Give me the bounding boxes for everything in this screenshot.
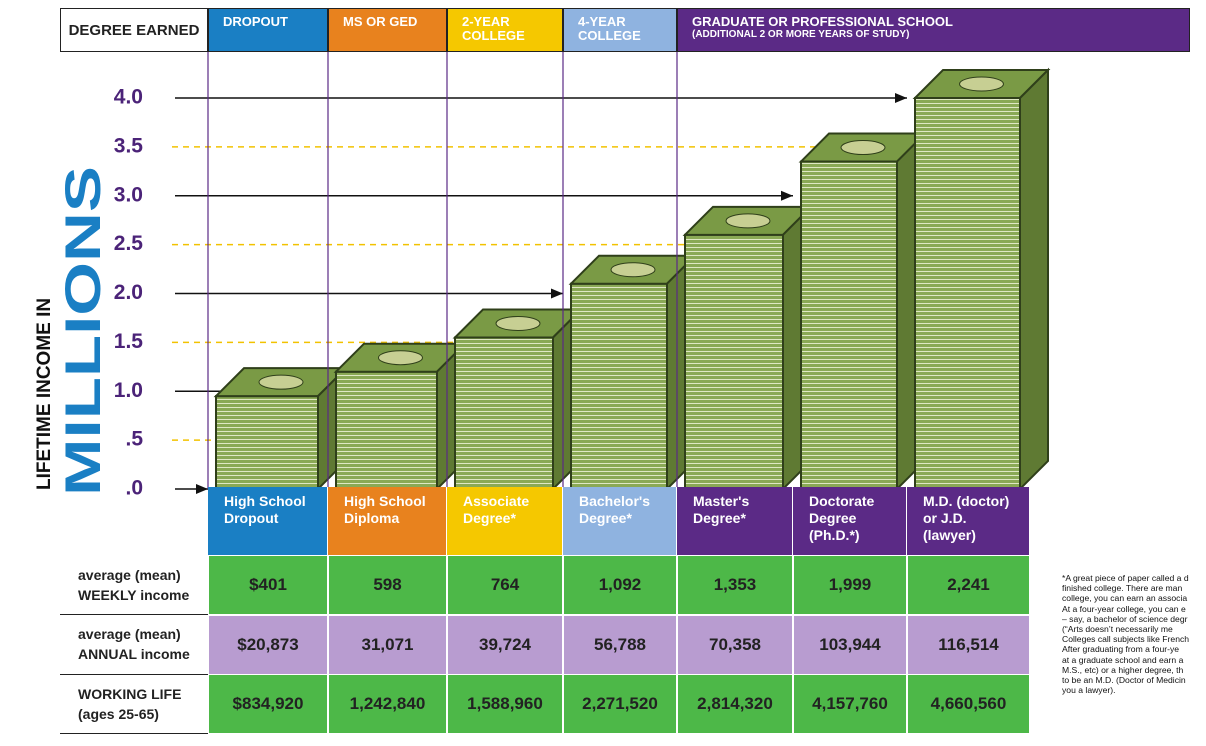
category-label: Associate Degree* bbox=[447, 487, 563, 555]
table-cell: 2,271,520 bbox=[563, 674, 677, 734]
money-stack bbox=[336, 372, 437, 489]
header-text: 4-YEAR COLLEGE bbox=[578, 15, 662, 43]
footnote-line: At a four-year college, you can e bbox=[1062, 604, 1206, 614]
table-cell: $834,920 bbox=[208, 674, 328, 734]
money-stack bbox=[455, 337, 553, 489]
table-cell: 39,724 bbox=[447, 615, 563, 675]
y-axis-title: LIFETIME INCOME IN bbox=[34, 298, 55, 490]
bill-emblem bbox=[379, 351, 423, 365]
money-stack bbox=[685, 235, 783, 489]
table-cell: 1,242,840 bbox=[328, 674, 447, 734]
category-label: Bachelor's Degree* bbox=[563, 487, 677, 555]
table-cell: 103,944 bbox=[793, 615, 907, 675]
category-label: M.D. (doctor) or J.D. (lawyer) bbox=[907, 487, 1030, 555]
footnote-line: at a graduate school and earn a bbox=[1062, 655, 1206, 665]
table-cell: $401 bbox=[208, 555, 328, 615]
y-tick-label: .5 bbox=[125, 428, 143, 451]
table-cell: 2,814,320 bbox=[677, 674, 793, 734]
footnote-line: college, you can earn an associa bbox=[1062, 593, 1206, 603]
table-cell: 598 bbox=[328, 555, 447, 615]
header-cell: GRADUATE OR PROFESSIONAL SCHOOL(ADDITION… bbox=[677, 8, 1190, 52]
header-label: DEGREE EARNED bbox=[60, 8, 208, 52]
row-label: average (mean) ANNUAL income bbox=[60, 615, 208, 675]
arrow-head bbox=[781, 191, 793, 201]
header-cell: MS OR GED bbox=[328, 8, 447, 52]
footnote-line: *A great piece of paper called a d bbox=[1062, 573, 1206, 583]
table-cell: 1,999 bbox=[793, 555, 907, 615]
bill-emblem bbox=[611, 263, 655, 277]
footnote-line: finished college. There are man bbox=[1062, 583, 1206, 593]
footnote-line: – say, a bachelor of science degr bbox=[1062, 614, 1206, 624]
category-label: Doctorate Degree (Ph.D.*) bbox=[793, 487, 907, 555]
arrow-head bbox=[895, 93, 907, 103]
footnote-line: Colleges call subjects like French bbox=[1062, 634, 1206, 644]
bill-emblem bbox=[496, 316, 540, 330]
money-stack bbox=[571, 284, 667, 489]
table-cell: 4,660,560 bbox=[907, 674, 1030, 734]
header-text: GRADUATE OR PROFESSIONAL SCHOOL bbox=[692, 15, 1175, 29]
bill-emblem bbox=[726, 214, 770, 228]
money-stack bbox=[801, 162, 897, 489]
row-label: WORKING LIFE (ages 25-65) bbox=[60, 674, 208, 734]
header-cell: DROPOUT bbox=[208, 8, 328, 52]
infographic: .0 .5 1.0 1.5 2.0 2.5 3.0 3.5 4.0 LIFETIME INCOME… bbox=[0, 0, 1206, 746]
header-cell: 4-YEAR COLLEGE bbox=[563, 8, 677, 52]
footnote-line: (“Arts doesn’t necessarily me bbox=[1062, 624, 1206, 634]
y-tick-label: 3.5 bbox=[114, 134, 144, 157]
table-cell: 1,588,960 bbox=[447, 674, 563, 734]
table-cell: 116,514 bbox=[907, 615, 1030, 675]
table-cell: $20,873 bbox=[208, 615, 328, 675]
y-axis-title-big: MILLIONS bbox=[55, 166, 111, 496]
bill-emblem bbox=[841, 141, 885, 155]
table-cell: 1,092 bbox=[563, 555, 677, 615]
y-tick-label: 1.0 bbox=[114, 379, 143, 402]
table-cell: 4,157,760 bbox=[793, 674, 907, 734]
y-tick-label: 2.5 bbox=[114, 232, 144, 255]
footnote-line: you a lawyer). bbox=[1062, 685, 1206, 695]
arrow-head bbox=[196, 484, 208, 494]
footnote-line: to be an M.D. (Doctor of Medicin bbox=[1062, 675, 1206, 685]
row-label: average (mean) WEEKLY income bbox=[60, 555, 208, 615]
table-cell: 31,071 bbox=[328, 615, 447, 675]
table-cell: 1,353 bbox=[677, 555, 793, 615]
y-tick-label: 1.5 bbox=[114, 330, 144, 353]
arrow-head bbox=[551, 289, 563, 299]
header-text: DROPOUT bbox=[223, 15, 313, 29]
table-cell: 764 bbox=[447, 555, 563, 615]
table-cell: 56,788 bbox=[563, 615, 677, 675]
table-cell: 70,358 bbox=[677, 615, 793, 675]
footnote-line: After graduating from a four-ye bbox=[1062, 644, 1206, 654]
money-stack bbox=[915, 98, 1020, 489]
table-cell: 2,241 bbox=[907, 555, 1030, 615]
money-stack bbox=[216, 396, 318, 489]
category-label: Master's Degree* bbox=[677, 487, 793, 555]
bill-emblem bbox=[960, 77, 1004, 91]
y-tick-label: 4.0 bbox=[114, 86, 143, 109]
category-label: High School Diploma bbox=[328, 487, 447, 555]
category-label: High School Dropout bbox=[208, 487, 328, 555]
y-tick-label: .0 bbox=[125, 477, 143, 500]
header-text: MS OR GED bbox=[343, 15, 432, 29]
header-cell: 2-YEAR COLLEGE bbox=[447, 8, 563, 52]
header-text: 2-YEAR COLLEGE bbox=[462, 15, 548, 43]
header-subtext: (ADDITIONAL 2 OR MORE YEARS OF STUDY) bbox=[692, 29, 1175, 41]
stack-side bbox=[1020, 70, 1048, 489]
bill-emblem bbox=[259, 375, 303, 389]
y-tick-label: 3.0 bbox=[114, 183, 143, 206]
footnote-line: M.S., etc) or a higher degree, th bbox=[1062, 665, 1206, 675]
y-tick-label: 2.0 bbox=[114, 281, 143, 304]
